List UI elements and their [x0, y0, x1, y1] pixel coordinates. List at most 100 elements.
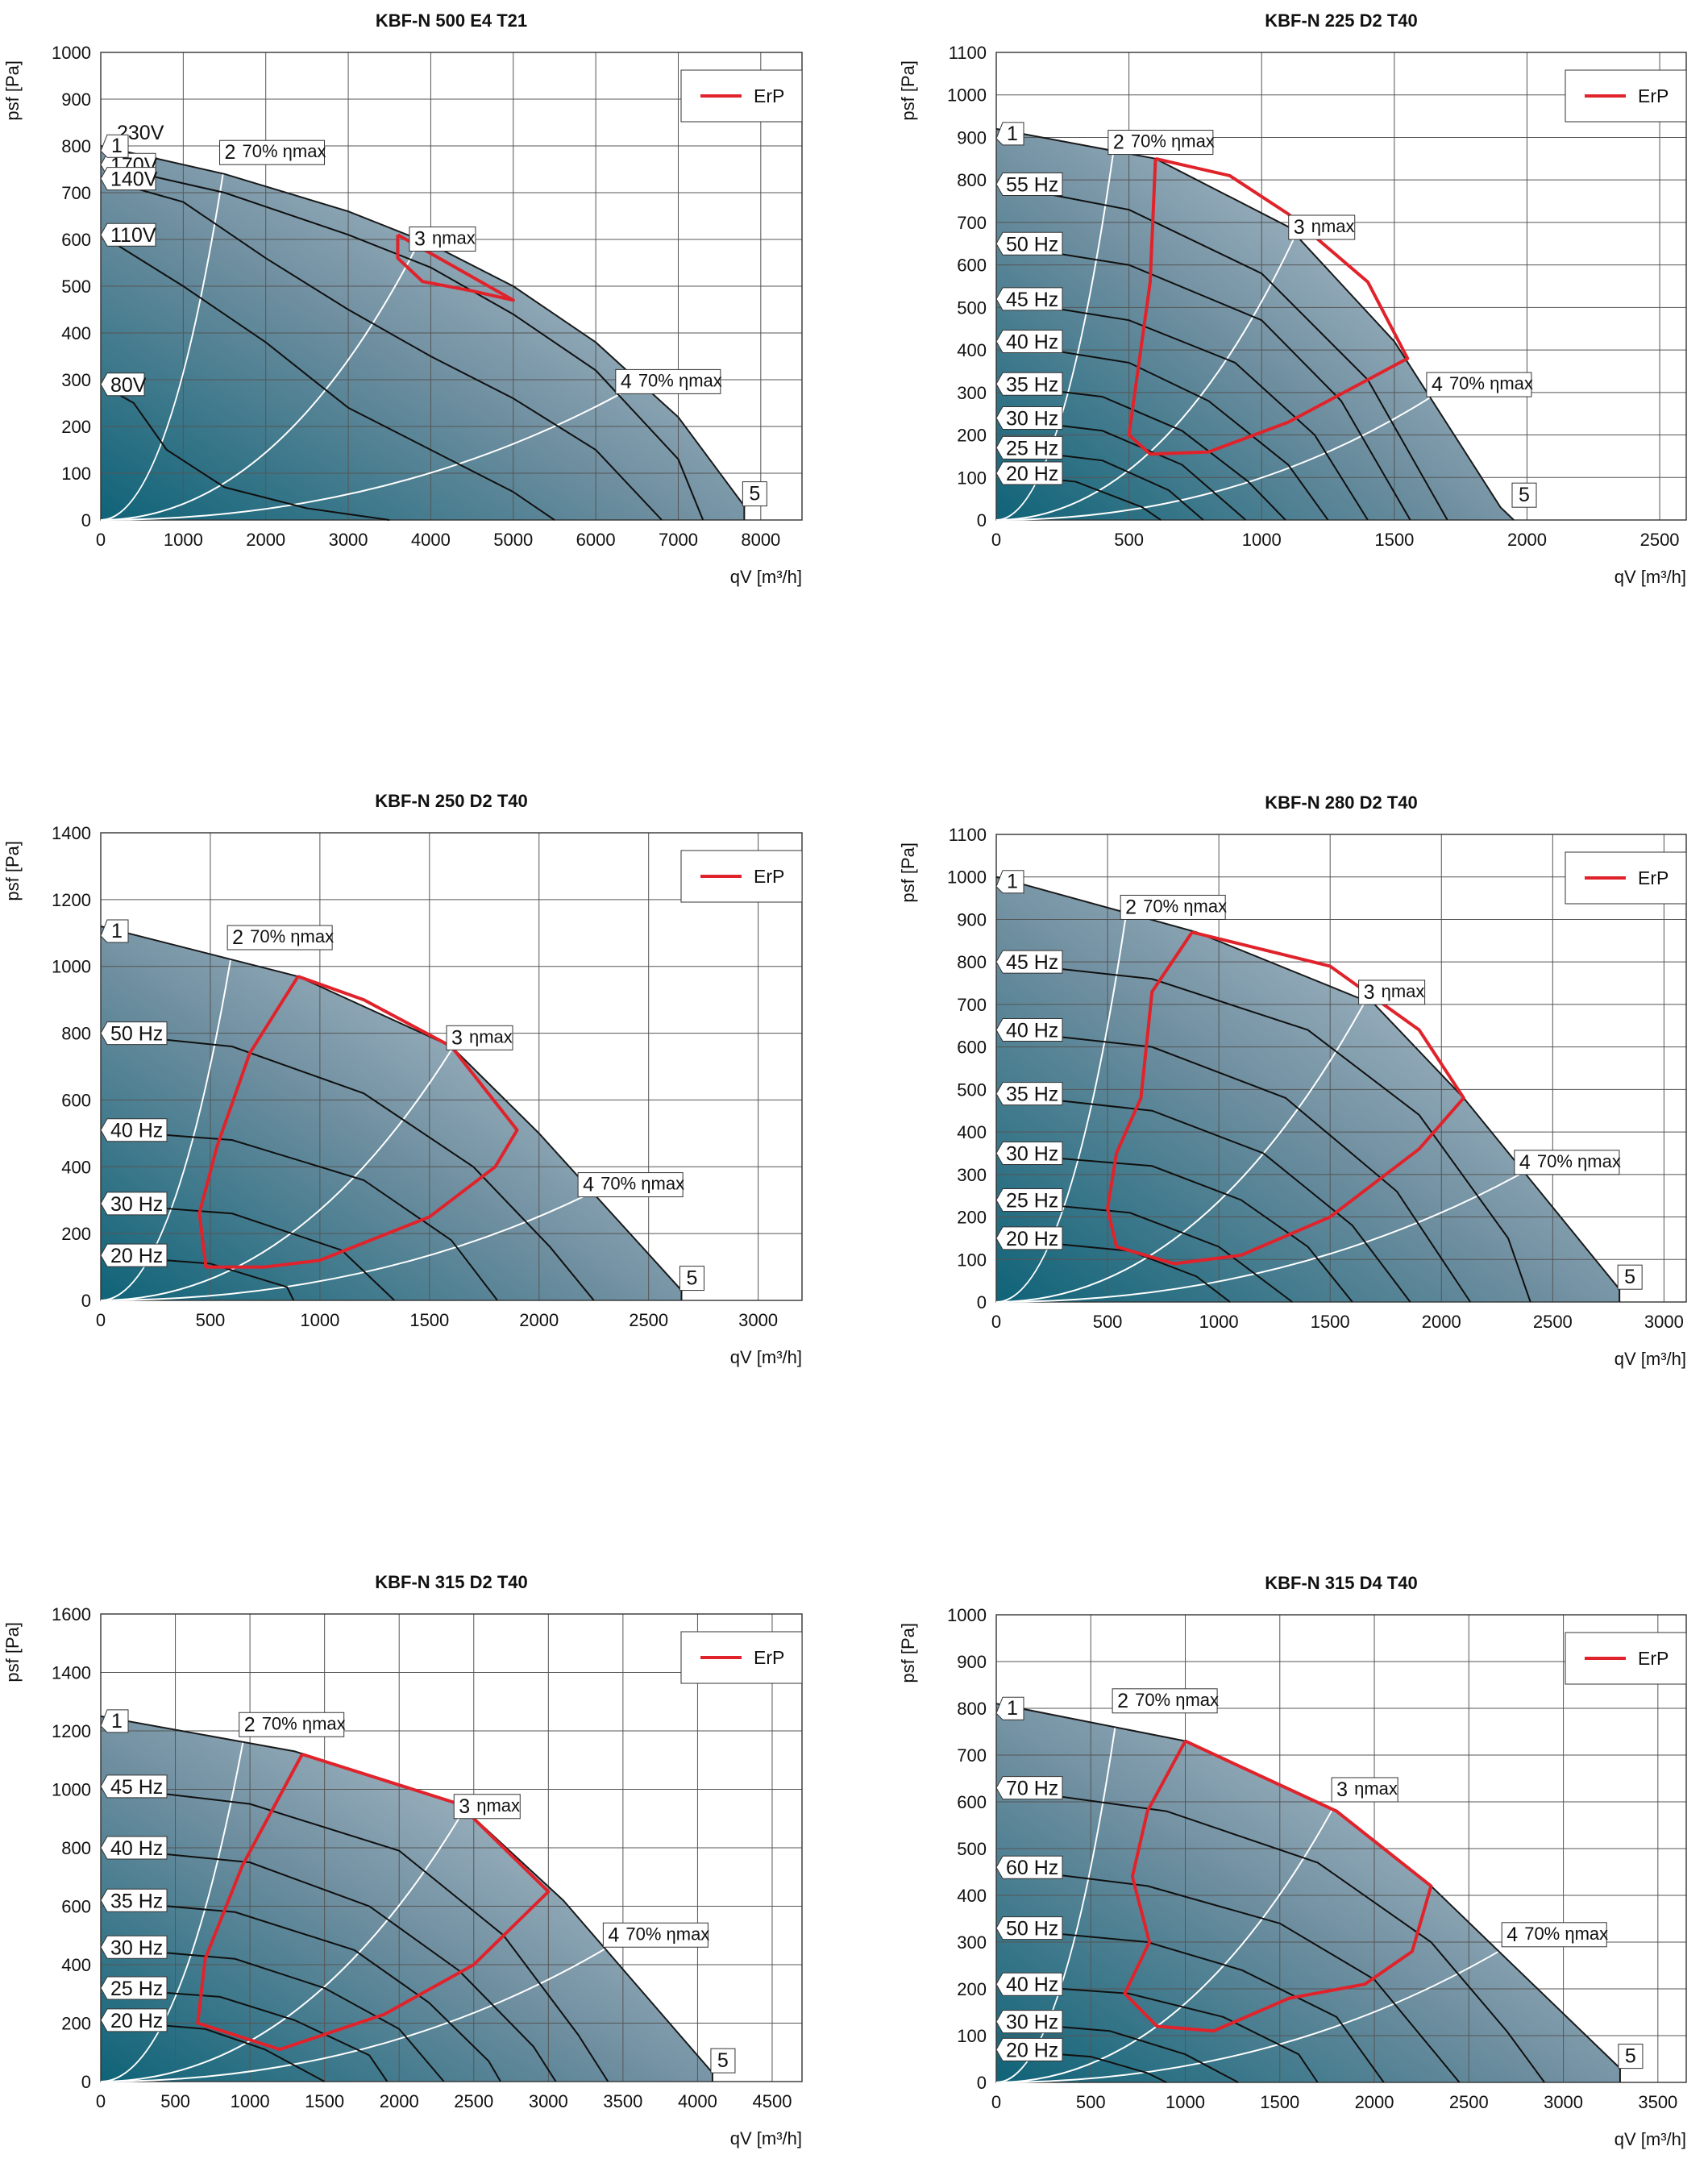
speed-curve-label-text: 25 Hz: [1006, 437, 1058, 460]
system-point-1: 1: [100, 919, 129, 943]
x-tick-label: 3000: [529, 2091, 568, 2111]
speed-curve-label-text: 20 Hz: [110, 2010, 163, 2032]
speed-curve: [995, 1029, 1471, 1303]
chart-title: KBF-N 250 D2 T40: [375, 791, 528, 811]
y-axis-label: psf [Pa]: [898, 60, 918, 121]
system-point-5: 5: [1511, 482, 1537, 508]
speed-curve: [100, 1847, 557, 2082]
system-point-3: 3 ηmax: [453, 1794, 521, 1820]
x-tick-label: 2000: [246, 530, 285, 550]
speed-curve-label-text: 50 Hz: [110, 1023, 163, 1046]
x-tick-label: 4500: [753, 2091, 792, 2111]
speed-curve: [100, 1946, 445, 2082]
speed-curve-label: 70 Hz: [995, 1776, 1063, 1800]
speed-curve-label-text: 35 Hz: [110, 1890, 163, 1912]
speed-curve: [100, 1987, 389, 2082]
system-curve-4: [995, 1173, 1520, 1303]
speed-curve: [100, 1899, 501, 2082]
speed-curve-label: 40 Hz: [100, 1118, 168, 1142]
x-tick-label: 0: [991, 1312, 1001, 1332]
y-tick-label: 1000: [947, 867, 987, 888]
x-axis-label: qV [m³/h]: [1614, 1349, 1686, 1369]
y-tick-label: 1000: [52, 1780, 91, 1800]
max-curve: [995, 876, 1621, 1302]
system-point-id: 1: [1007, 123, 1018, 145]
system-point-id: 5: [1624, 1266, 1635, 1288]
x-tick-label: 3500: [1638, 2092, 1677, 2112]
x-tick-label: 0: [991, 530, 1001, 550]
y-tick-label: 600: [957, 1792, 987, 1812]
chart-title: KBF-N 315 D4 T40: [1265, 1573, 1418, 1593]
x-axis-label: qV [m³/h]: [1614, 567, 1686, 587]
system-point-2: 2 70% ηmax: [226, 925, 334, 950]
x-tick-label: 1500: [1311, 1312, 1350, 1332]
x-tick-label: 2000: [1355, 2092, 1394, 2112]
speed-curve-label: 35 Hz: [995, 372, 1063, 396]
system-curve-4: [995, 1945, 1507, 2083]
x-tick-label: 2500: [1533, 1312, 1573, 1332]
speed-curve: [995, 1983, 1319, 2083]
system-curve-3: [995, 1801, 1338, 2083]
speed-curve: [995, 243, 1411, 521]
system-point-id: 4: [583, 1174, 594, 1196]
system-point-1: 1: [100, 1709, 129, 1733]
x-tick-label: 1000: [164, 530, 203, 550]
system-point-id: 1: [111, 1710, 123, 1732]
system-point-id: 1: [1007, 871, 1018, 893]
y-tick-label: 1100: [949, 43, 987, 63]
x-tick-label: 2500: [1640, 530, 1680, 550]
system-point-5: 5: [1617, 1264, 1643, 1290]
y-tick-label: 900: [61, 89, 91, 110]
speed-curve-label-text: 30 Hz: [110, 1193, 163, 1216]
system-point-note: 70% ηmax: [1537, 1151, 1621, 1171]
x-tick-label: 1500: [409, 1310, 449, 1330]
plot-frame: [995, 834, 1687, 1303]
y-tick-label: 400: [61, 323, 91, 343]
x-tick-label: 500: [1076, 2092, 1106, 2112]
speed-curve: [100, 1129, 498, 1301]
speed-curve: [995, 1787, 1545, 2083]
system-point-2: 2 70% ηmax: [219, 139, 326, 165]
system-point-note: ηmax: [476, 1795, 520, 1816]
erp-region: [1123, 1739, 1433, 2033]
x-axis-label: qV [m³/h]: [730, 2128, 802, 2148]
y-tick-label: 1000: [947, 85, 987, 106]
system-point-2: 2 70% ηmax: [239, 1712, 346, 1737]
system-point-note: 70% ηmax: [1135, 1690, 1219, 1710]
x-tick-label: 500: [196, 1310, 226, 1330]
speed-curve-label-text: 25 Hz: [1006, 1189, 1058, 1212]
chart-2: KBF-N 225 D2 T40 55 Hz 50 Hz 45 Hz 40 Hz 35 H…: [898, 10, 1687, 587]
y-tick-label: 1100: [949, 825, 987, 845]
speed-curve-label: 20 Hz: [995, 1226, 1063, 1250]
legend: ErP: [680, 69, 803, 123]
system-point-id: 1: [111, 920, 123, 942]
system-point-note: 70% ηmax: [1143, 896, 1227, 916]
y-tick-label: 800: [957, 952, 987, 972]
speed-curve: [995, 1866, 1461, 2083]
x-tick-label: 3500: [603, 2091, 642, 2111]
y-tick-label: 0: [977, 510, 987, 530]
x-tick-label: 8000: [741, 530, 780, 550]
system-point-id: 1: [1007, 1697, 1018, 1720]
speed-curve: [100, 177, 663, 521]
y-tick-label: 1000: [947, 1605, 987, 1625]
x-tick-label: 1500: [1374, 530, 1414, 550]
y-tick-label: 700: [957, 995, 987, 1015]
speed-curve-label: 110V: [100, 223, 156, 247]
speed-curve-label: 45 Hz: [995, 287, 1063, 311]
system-point-id: 3: [1294, 216, 1305, 239]
speed-curve-label-text: 40 Hz: [1006, 331, 1058, 354]
y-axis-label: psf [Pa]: [898, 1623, 918, 1683]
y-tick-label: 1000: [52, 957, 91, 977]
x-tick-label: 6000: [576, 530, 616, 550]
system-point-id: 3: [414, 228, 426, 251]
x-tick-label: 0: [96, 530, 106, 550]
y-tick-label: 500: [957, 1079, 987, 1100]
chart-title: KBF-N 500 E4 T21: [376, 10, 527, 31]
operating-area: [101, 926, 682, 1300]
system-point-id: 3: [1336, 1778, 1348, 1801]
y-axis-label: psf [Pa]: [2, 841, 23, 901]
speed-curve: [100, 234, 555, 521]
y-tick-label: 600: [957, 256, 987, 276]
